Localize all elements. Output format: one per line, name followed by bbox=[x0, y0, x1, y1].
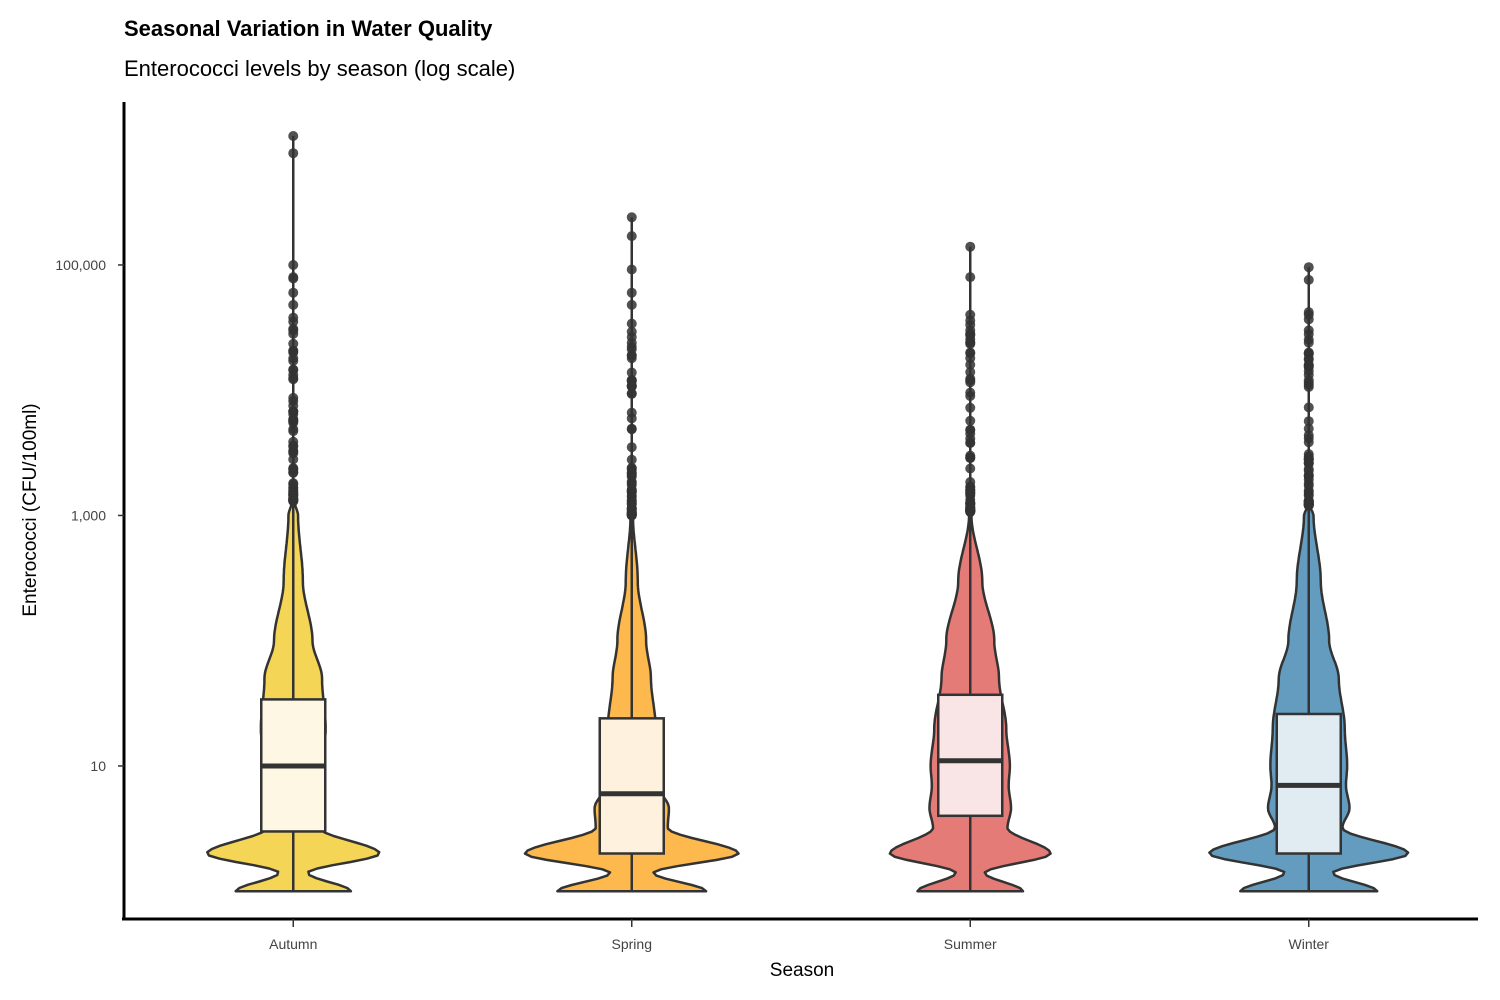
outlier-point bbox=[626, 212, 637, 223]
plot-area bbox=[206, 131, 1410, 893]
chart-subtitle: Enterococci levels by season (log scale) bbox=[124, 56, 516, 81]
x-axis-title: Season bbox=[770, 960, 834, 981]
box-summer bbox=[937, 693, 1004, 818]
y-tick-label: 100,000 bbox=[55, 257, 106, 273]
x-tick-label-spring: Spring bbox=[612, 936, 652, 952]
outlier-point bbox=[288, 131, 299, 141]
x-tick-label-winter: Winter bbox=[1289, 936, 1330, 952]
axes: 10 1,000 100,000 Autumn Spring Summer Winter bbox=[55, 257, 1329, 952]
x-tick-label-summer: Summer bbox=[944, 936, 997, 952]
chart-title: Seasonal Variation in Water Quality bbox=[124, 16, 493, 41]
box-spring bbox=[598, 717, 665, 855]
y-tick-label: 1,000 bbox=[71, 507, 106, 523]
x-tick-label-autumn: Autumn bbox=[269, 936, 317, 952]
y-axis-title: Enterococci (CFU/100ml) bbox=[20, 403, 41, 616]
y-tick-label: 10 bbox=[90, 758, 106, 774]
